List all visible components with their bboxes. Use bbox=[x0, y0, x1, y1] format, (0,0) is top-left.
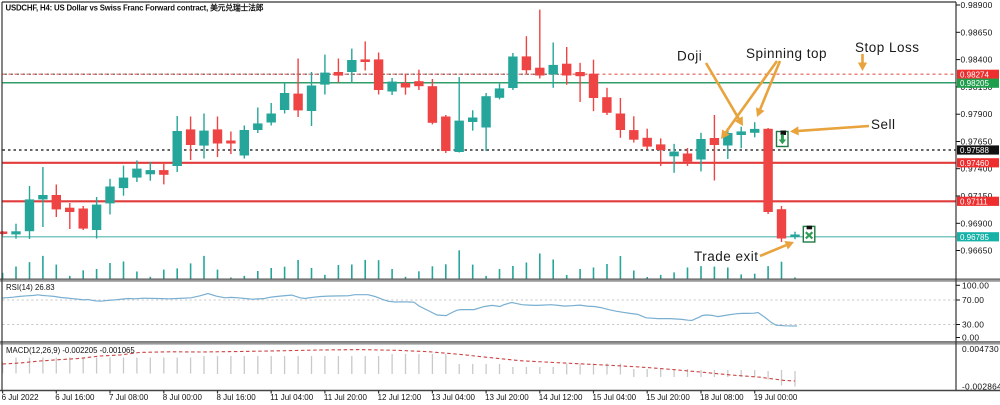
svg-text:0.97400: 0.97400 bbox=[961, 164, 993, 174]
svg-text:0.97111: 0.97111 bbox=[960, 197, 988, 206]
svg-text:0.98900: 0.98900 bbox=[961, 0, 993, 10]
svg-text:Doji: Doji bbox=[677, 49, 702, 64]
svg-text:15 Jul 04:00: 15 Jul 04:00 bbox=[593, 393, 637, 400]
svg-text:RSI(14) 26.83: RSI(14) 26.83 bbox=[6, 283, 55, 292]
svg-text:Stop Loss: Stop Loss bbox=[855, 40, 920, 55]
svg-text:0.98400: 0.98400 bbox=[961, 55, 993, 65]
svg-text:19 Jul 00:00: 19 Jul 00:00 bbox=[754, 393, 798, 400]
svg-text:MACD(12,26,9) -0.002205 -0.001: MACD(12,26,9) -0.002205 -0.001065 bbox=[6, 346, 135, 355]
svg-text:30.00: 30.00 bbox=[962, 320, 984, 330]
svg-text:100.00: 100.00 bbox=[962, 280, 989, 290]
svg-text:0.97150: 0.97150 bbox=[961, 191, 993, 201]
svg-text:0.98650: 0.98650 bbox=[961, 27, 993, 37]
svg-text:0.96785: 0.96785 bbox=[960, 233, 989, 242]
svg-text:8 Jul 16:00: 8 Jul 16:00 bbox=[217, 393, 257, 400]
svg-text:0.97650: 0.97650 bbox=[961, 137, 993, 147]
svg-text:12 Jul 12:00: 12 Jul 12:00 bbox=[378, 393, 422, 400]
svg-text:6 Jul 16:00: 6 Jul 16:00 bbox=[55, 393, 95, 400]
svg-text:0.97588: 0.97588 bbox=[960, 146, 989, 155]
svg-text:14 Jul 12:00: 14 Jul 12:00 bbox=[539, 393, 583, 400]
svg-text:11 Jul 20:00: 11 Jul 20:00 bbox=[324, 393, 368, 400]
svg-text:13 Jul 20:00: 13 Jul 20:00 bbox=[485, 393, 529, 400]
svg-text:6 Jul 2022: 6 Jul 2022 bbox=[2, 393, 39, 400]
svg-text:0.98274: 0.98274 bbox=[960, 70, 989, 79]
svg-text:USDCHF, H4: US Dollar vs Swis: USDCHF, H4: US Dollar vs Swiss Franc For… bbox=[6, 3, 264, 13]
svg-text:Spinning top: Spinning top bbox=[746, 46, 827, 61]
svg-text:11 Jul 04:00: 11 Jul 04:00 bbox=[270, 393, 314, 400]
svg-text:0.96650: 0.96650 bbox=[961, 246, 993, 256]
svg-text:Trade exit: Trade exit bbox=[694, 249, 759, 264]
svg-text:8 Jul 00:00: 8 Jul 00:00 bbox=[163, 393, 203, 400]
svg-text:18 Jul 08:00: 18 Jul 08:00 bbox=[700, 393, 744, 400]
svg-text:70.00: 70.00 bbox=[962, 295, 984, 305]
svg-text:13 Jul 04:00: 13 Jul 04:00 bbox=[431, 393, 475, 400]
svg-text:0.004730: 0.004730 bbox=[962, 344, 999, 354]
svg-text:0.97900: 0.97900 bbox=[961, 109, 993, 119]
svg-text:0.00: 0.00 bbox=[962, 333, 979, 343]
svg-text:0.96900: 0.96900 bbox=[961, 218, 993, 228]
svg-text:0.97460: 0.97460 bbox=[960, 159, 989, 168]
svg-text:7 Jul 08:00: 7 Jul 08:00 bbox=[109, 393, 149, 400]
svg-text:-0.002864: -0.002864 bbox=[962, 381, 1000, 391]
svg-text:Sell: Sell bbox=[871, 117, 896, 132]
svg-text:15 Jul 20:00: 15 Jul 20:00 bbox=[646, 393, 690, 400]
svg-text:0.98205: 0.98205 bbox=[960, 79, 989, 88]
